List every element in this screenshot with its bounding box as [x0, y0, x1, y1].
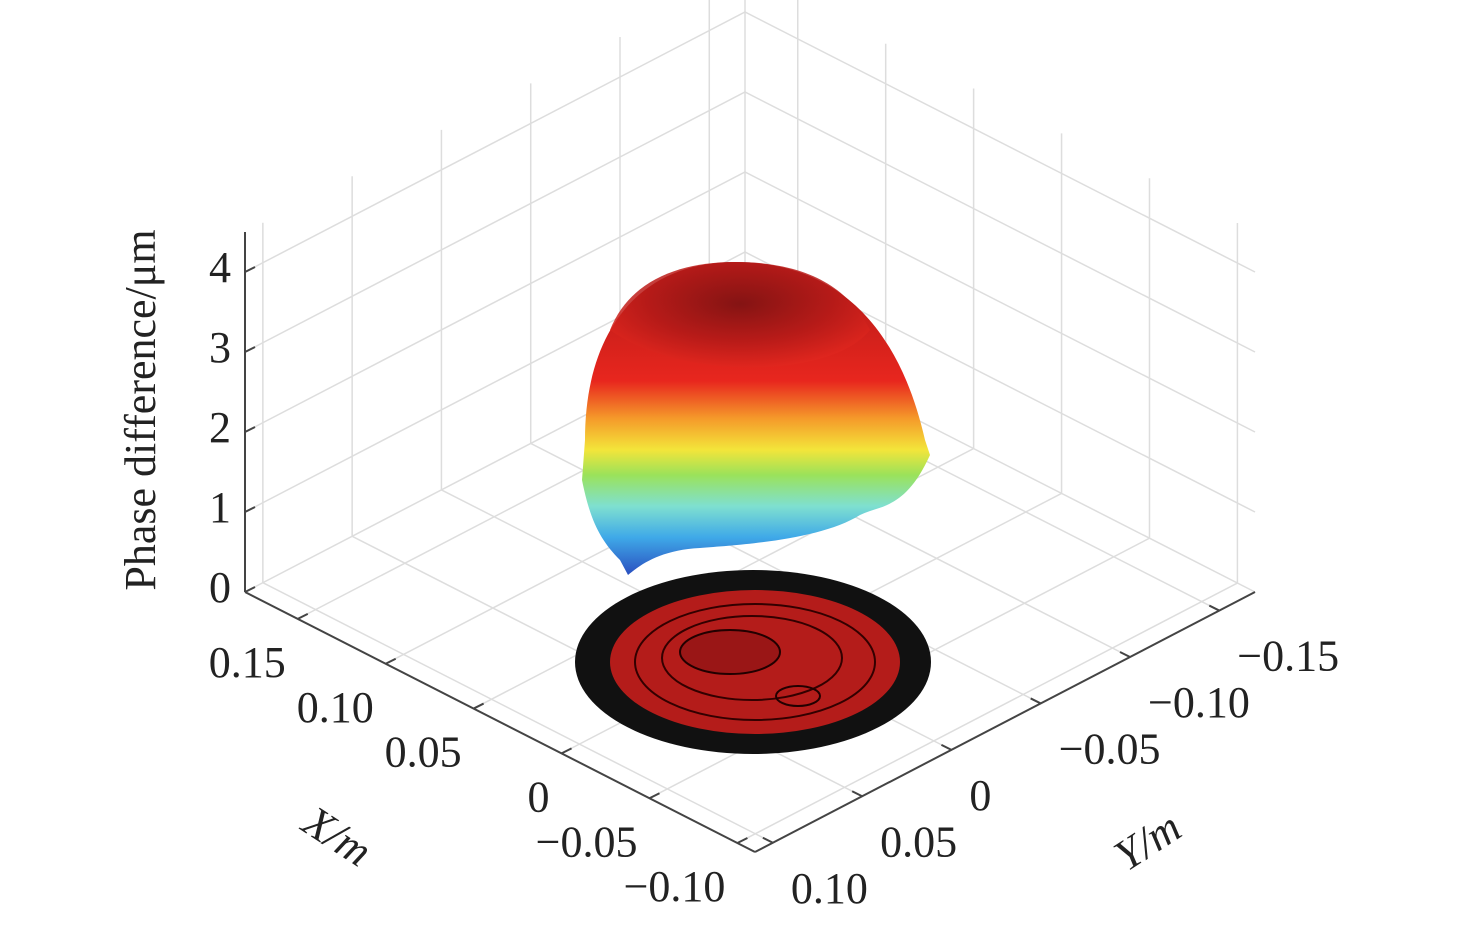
contour-line: [775, 685, 821, 707]
x-axis-label: X/m: [293, 795, 381, 876]
x-axis-line: [244, 591, 756, 853]
grid-line: [244, 11, 1256, 273]
y-tick: [851, 790, 863, 798]
x-tick-label: −0.10: [624, 862, 726, 911]
contour-line: [679, 629, 781, 675]
y-tick: [940, 743, 952, 751]
z-tick: [244, 266, 256, 273]
x-tick: [385, 657, 397, 665]
x-tick-label: 0.10: [297, 683, 374, 732]
z-tick-label: 4: [209, 243, 231, 292]
contour-line: [661, 615, 843, 701]
grid-line: [737, 223, 1239, 844]
z-tick: [244, 506, 256, 513]
y-axis-label: Y/m: [1106, 802, 1190, 880]
grid-line: [244, 251, 1256, 513]
grid-line: [244, 91, 1256, 353]
x-tick-label: 0.05: [385, 728, 462, 777]
z-tick: [244, 346, 256, 353]
z-tick-label: 3: [209, 323, 231, 372]
grid-line: [244, 171, 1256, 433]
y-tick: [1119, 651, 1131, 658]
y-tick: [1208, 604, 1220, 612]
y-tick-label: 0: [969, 771, 991, 820]
y-tick-label: −0.15: [1237, 632, 1339, 681]
z-tick: [244, 586, 256, 593]
y-tick-label: −0.10: [1148, 678, 1250, 727]
z-tick-label: 0: [209, 563, 231, 612]
y-tick-label: 0.10: [791, 864, 868, 913]
x-tick-label: 0: [528, 772, 550, 821]
z-tick-label: 2: [209, 403, 231, 452]
x-tick: [736, 837, 748, 844]
x-tick: [649, 792, 660, 800]
z-tick: [244, 426, 256, 433]
y-tick: [1030, 697, 1042, 705]
x-tick: [297, 613, 309, 620]
z-tick-label: 1: [209, 483, 231, 532]
surface-illustration: [575, 262, 931, 754]
x-tick: [473, 702, 485, 710]
contour-line: [634, 603, 876, 721]
z-axis-label: Phase difference/μm: [116, 229, 165, 590]
dome-cap: [610, 262, 870, 368]
x-tick-label: −0.05: [536, 817, 638, 866]
y-tick-label: 0.05: [880, 817, 957, 866]
grid-line: [262, 222, 774, 844]
y-tick-label: −0.05: [1059, 725, 1161, 774]
y-axis-line: [754, 591, 1256, 853]
x-tick-label: 0.15: [209, 638, 286, 687]
x-tick: [561, 747, 572, 755]
y-tick: [762, 836, 774, 844]
